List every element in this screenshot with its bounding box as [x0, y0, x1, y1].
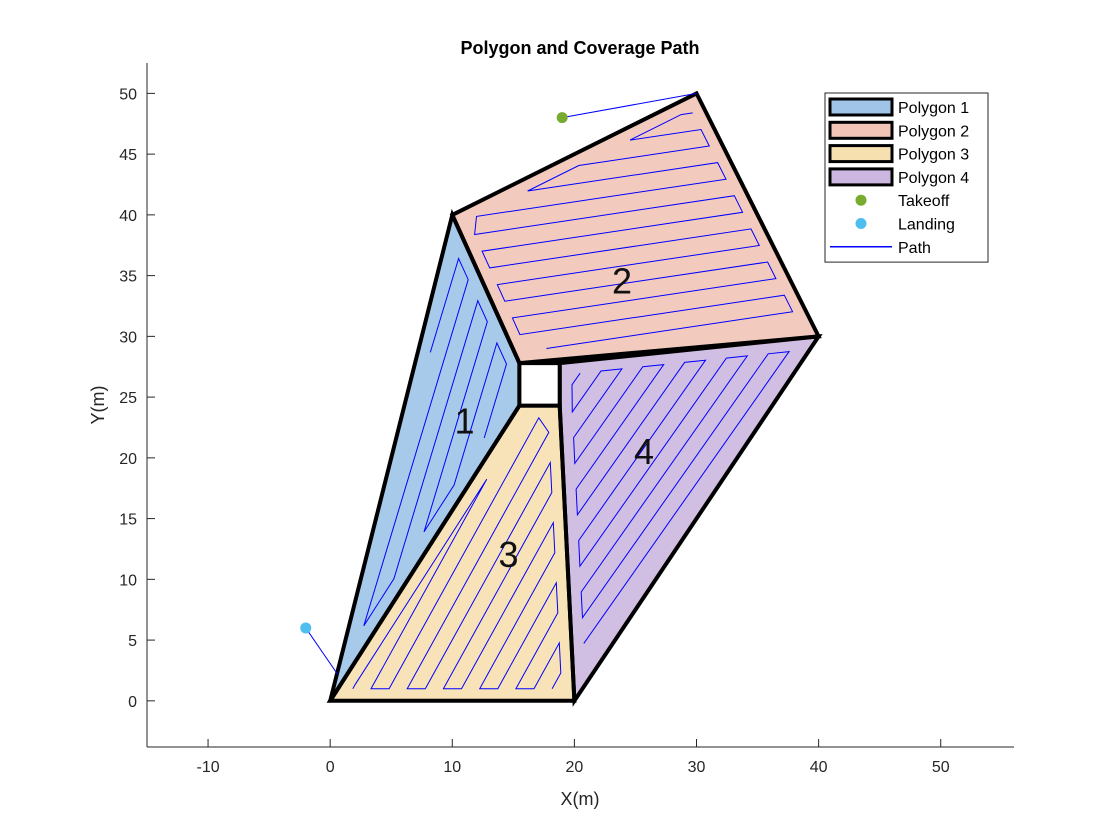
x-tick-label-0: 0 — [326, 759, 335, 776]
x-tick-label-40: 40 — [810, 759, 828, 776]
path-layer — [300, 92, 697, 675]
polygon-layer: 1 2 3 4 — [326, 90, 823, 707]
polygon-2-label: 2 — [612, 261, 632, 302]
y-tick-label-35: 35 — [119, 269, 137, 286]
x-axis-label: X(m) — [561, 789, 600, 809]
x-tick-label-10: 10 — [443, 759, 461, 776]
coverage-path-polygon-2 — [474, 112, 794, 349]
x-tick-label-20: 20 — [565, 759, 583, 776]
legend-marker-takeoff — [855, 194, 867, 206]
y-tick-label-15: 15 — [119, 512, 137, 529]
y-tick-label-25: 25 — [119, 390, 137, 407]
y-tick-label-10: 10 — [119, 572, 137, 589]
y-tick-label-45: 45 — [119, 147, 137, 164]
obstacle-hole — [517, 361, 562, 408]
legend-label-polygon-2: Polygon 2 — [898, 123, 969, 140]
landing-marker — [300, 622, 312, 634]
coverage-path-polygon-1 — [363, 257, 508, 627]
polygon-3-label: 3 — [498, 534, 518, 575]
legend-swatch-polygon-4 — [828, 167, 894, 187]
polygon-4-fill — [559, 336, 819, 701]
coverage-hatch-layer — [352, 112, 794, 690]
legend-label-takeoff: Takeoff — [898, 193, 950, 210]
polygon-4-label: 4 — [634, 431, 654, 472]
y-tick-label-0: 0 — [128, 694, 137, 711]
path-connector-2 — [305, 627, 338, 675]
coverage-path-polygon-4 — [571, 350, 791, 644]
legend-swatch-polygon-2 — [828, 120, 894, 140]
chart-title: Polygon and Coverage Path — [460, 38, 699, 58]
y-tick-label-20: 20 — [119, 451, 137, 468]
legend-swatch-polygon-1 — [828, 97, 894, 117]
coverage-path-polygon-3 — [352, 416, 562, 690]
x-tick-label--10: -10 — [196, 759, 219, 776]
x-tick-label-30: 30 — [688, 759, 706, 776]
y-tick-label-30: 30 — [119, 329, 137, 346]
legend-label-polygon-1: Polygon 1 — [898, 100, 969, 117]
legend-swatch-polygon-3 — [828, 144, 894, 164]
path-connector-1 — [562, 92, 697, 119]
x-tick-label-50: 50 — [932, 759, 950, 776]
y-tick-label-40: 40 — [119, 208, 137, 225]
takeoff-marker — [556, 112, 568, 124]
legend-label-polygon-3: Polygon 3 — [898, 147, 969, 164]
legend-label-path: Path — [898, 240, 931, 257]
legend: Polygon 1 Polygon 2 Polygon 3 Polygon 4 Take… — [824, 92, 989, 263]
y-tick-label-50: 50 — [119, 86, 137, 103]
legend-label-landing: Landing — [898, 217, 955, 234]
polygon-1-label: 1 — [454, 400, 474, 441]
legend-marker-landing — [855, 218, 867, 229]
legend-label-polygon-4: Polygon 4 — [898, 170, 969, 187]
axes-layer: -10 0 10 20 30 40 50 0 5 10 15 20 25 30 35 40 45 50 — [119, 63, 1014, 776]
y-axis-label: Y(m) — [88, 386, 108, 425]
y-tick-label-5: 5 — [128, 633, 137, 650]
